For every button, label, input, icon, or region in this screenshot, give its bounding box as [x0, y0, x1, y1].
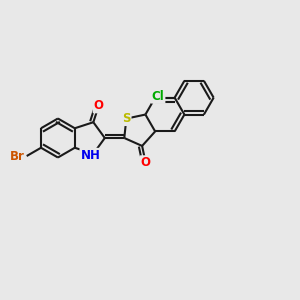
Text: O: O [141, 156, 151, 169]
Text: S: S [122, 112, 130, 125]
Text: NH: NH [80, 149, 100, 162]
Text: O: O [94, 99, 103, 112]
Text: Cl: Cl [152, 90, 164, 103]
Text: Br: Br [10, 149, 25, 163]
